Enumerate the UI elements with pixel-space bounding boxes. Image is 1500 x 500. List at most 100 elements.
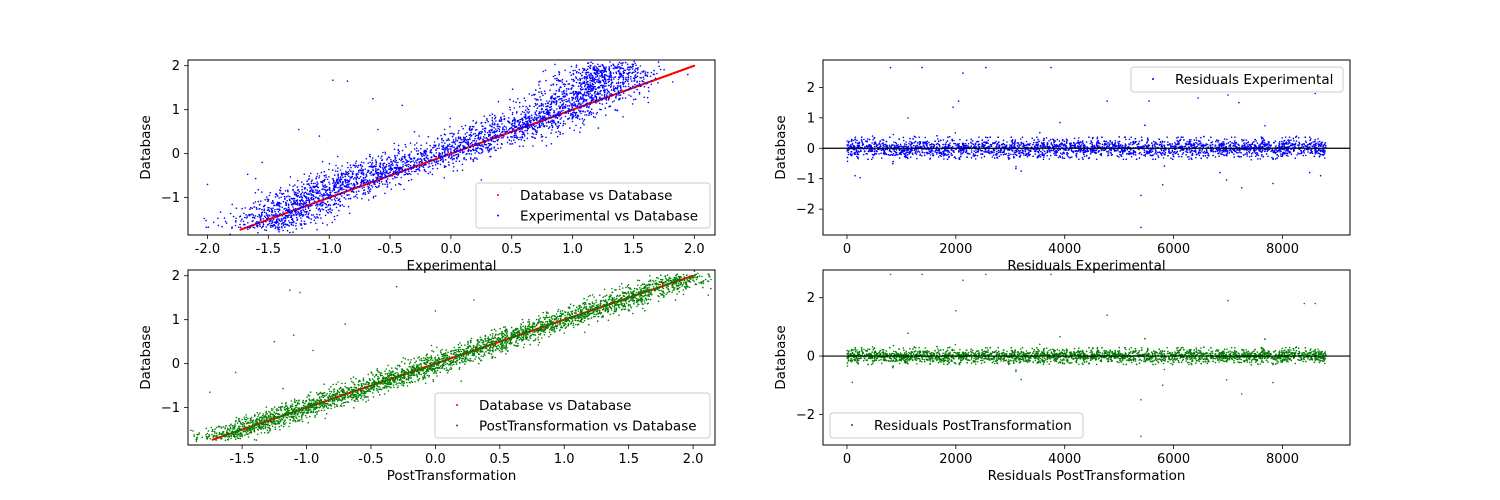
- data-point: [381, 167, 384, 169]
- data-point: [332, 194, 335, 197]
- data-point: [496, 125, 499, 128]
- data-point: [495, 128, 497, 130]
- data-point: [306, 189, 309, 191]
- data-point: [511, 131, 513, 134]
- data-point: [521, 119, 524, 122]
- data-point: [316, 181, 319, 183]
- data-point: [590, 113, 593, 116]
- data-point: [556, 77, 558, 80]
- data-point: [244, 216, 246, 219]
- data-point: [448, 139, 450, 141]
- data-point: [249, 240, 251, 242]
- data-point: [650, 80, 653, 82]
- data-point: [536, 103, 539, 105]
- data-point: [299, 223, 302, 225]
- data-point: [605, 70, 608, 73]
- data-point: [555, 83, 558, 86]
- data-point: [486, 117, 488, 120]
- data-point: [364, 176, 367, 179]
- data-point: [560, 117, 563, 119]
- data-point: [380, 181, 383, 183]
- data-point: [348, 194, 350, 196]
- data-point: [343, 192, 346, 195]
- data-point: [336, 197, 338, 200]
- data-point: [563, 85, 566, 88]
- data-point: [498, 136, 500, 139]
- data-point: [301, 185, 303, 188]
- data-point: [375, 180, 377, 182]
- data-point: [514, 141, 516, 144]
- data-point: [361, 165, 364, 167]
- data-point: [337, 182, 340, 185]
- data-point: [374, 195, 377, 197]
- data-point: [368, 189, 371, 191]
- data-point: [564, 115, 567, 118]
- data-point: [303, 211, 306, 213]
- data-point: [303, 220, 306, 223]
- data-point: [628, 88, 630, 90]
- data-point: [434, 164, 437, 166]
- data-point: [396, 154, 399, 157]
- data-point: [318, 175, 321, 177]
- data-point: [386, 170, 388, 172]
- data-point: [522, 105, 524, 108]
- data-point: [658, 65, 660, 68]
- data-point: [440, 134, 442, 137]
- data-point: [456, 149, 458, 151]
- data-point: [545, 122, 548, 124]
- data-point: [618, 61, 621, 64]
- data-point: [654, 77, 657, 80]
- data-point: [634, 87, 636, 89]
- data-point: [292, 206, 294, 208]
- data-point: [549, 114, 552, 117]
- data-point: [354, 162, 357, 165]
- data-point: [526, 111, 528, 113]
- data-point: [643, 70, 645, 72]
- data-point: [389, 174, 391, 176]
- data-point: [454, 143, 457, 145]
- data-point: [582, 122, 584, 124]
- data-point: [342, 176, 344, 179]
- data-point: [582, 120, 585, 122]
- data-point: [308, 175, 311, 177]
- data-point: [265, 212, 268, 214]
- data-point: [429, 165, 431, 168]
- data-point: [431, 162, 433, 165]
- data-point: [356, 166, 359, 168]
- data-point: [561, 100, 564, 102]
- data-point: [443, 128, 446, 131]
- data-point: [339, 169, 342, 171]
- data-point: [382, 151, 384, 154]
- data-point: [278, 228, 281, 231]
- data-point: [631, 68, 634, 70]
- data-point: [232, 215, 235, 218]
- data-point: [335, 186, 337, 189]
- data-point: [315, 207, 318, 209]
- data-point: [605, 66, 607, 68]
- data-point: [246, 215, 249, 217]
- data-point: [470, 141, 473, 144]
- data-point: [274, 209, 276, 211]
- data-point: [380, 157, 382, 159]
- data-point: [615, 92, 617, 95]
- data-point: [367, 182, 370, 184]
- data-point: [461, 141, 463, 144]
- data-point: [433, 160, 436, 163]
- data-point: [644, 71, 647, 73]
- data-point: [384, 183, 386, 185]
- data-point: [511, 130, 514, 132]
- data-point: [511, 113, 514, 116]
- data-point: [282, 200, 285, 203]
- data-point: [541, 92, 543, 95]
- data-point: [576, 117, 579, 119]
- data-point: [305, 201, 308, 204]
- data-point: [364, 193, 367, 196]
- data-point: [476, 150, 478, 153]
- data-point: [580, 84, 582, 86]
- data-point: [278, 226, 281, 228]
- data-point: [487, 120, 490, 123]
- data-point: [347, 205, 350, 208]
- data-point: [403, 188, 405, 191]
- data-point: [224, 220, 227, 223]
- data-point: [289, 221, 291, 224]
